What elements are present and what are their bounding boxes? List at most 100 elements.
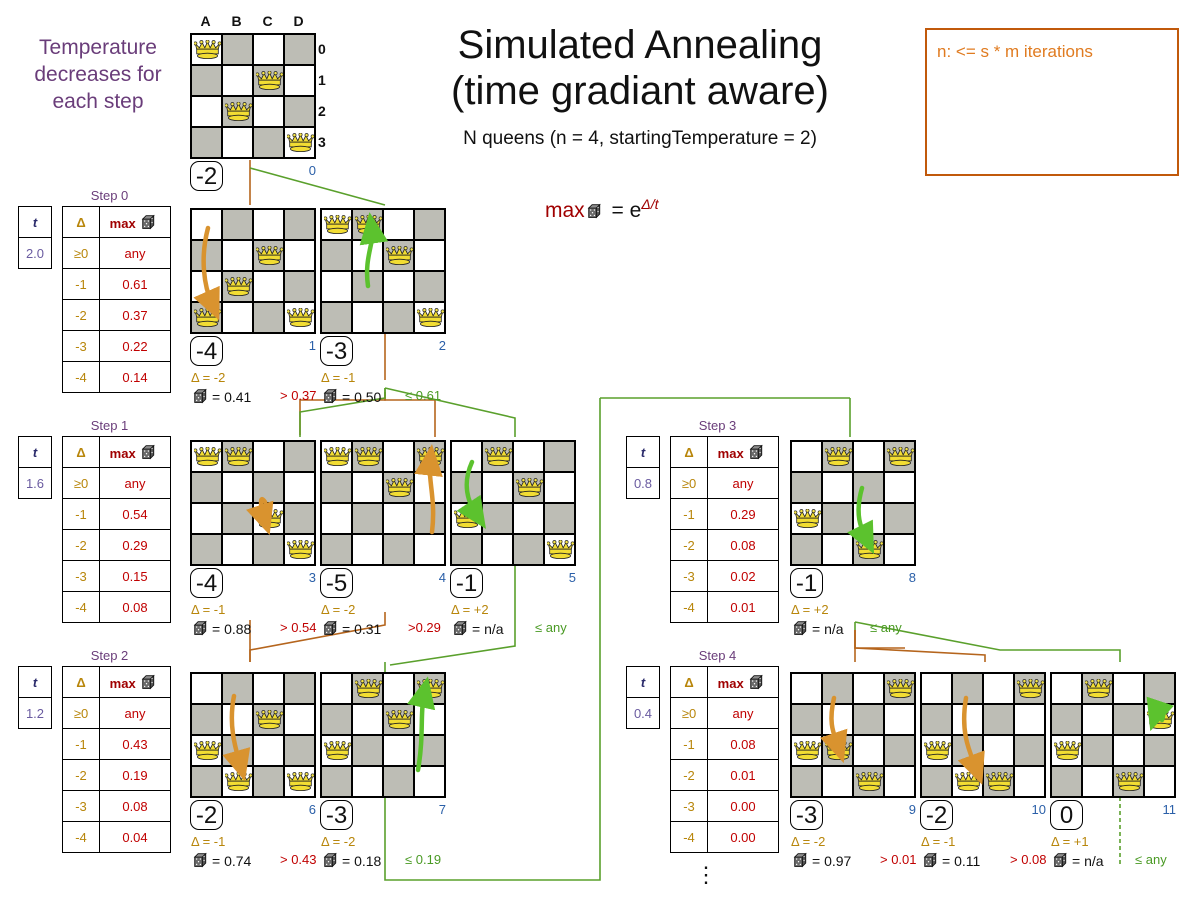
- chessboard[interactable]: [1050, 672, 1176, 798]
- board-cell[interactable]: [283, 64, 315, 96]
- board-cell[interactable]: [413, 471, 445, 503]
- board-cell[interactable]: [951, 734, 983, 766]
- board-cell[interactable]: [351, 502, 383, 534]
- board-cell[interactable]: [382, 239, 414, 271]
- board-cell[interactable]: [190, 208, 222, 240]
- chessboard[interactable]: [320, 208, 446, 334]
- board-cell[interactable]: [413, 734, 445, 766]
- board-cell[interactable]: [320, 270, 352, 302]
- board-cell[interactable]: [283, 502, 315, 534]
- board-cell[interactable]: [221, 208, 253, 240]
- board-0[interactable]: A B C D 0 1 2 3 -2 0: [190, 13, 326, 191]
- board-cell[interactable]: [413, 239, 445, 271]
- board-cell[interactable]: [221, 765, 253, 797]
- board-cell[interactable]: [252, 440, 284, 472]
- board-cell[interactable]: [221, 703, 253, 735]
- board-cell[interactable]: [821, 703, 853, 735]
- board-cell[interactable]: [190, 301, 222, 333]
- board-cell[interactable]: [512, 440, 544, 472]
- board-cell[interactable]: [1081, 734, 1113, 766]
- board-cell[interactable]: [252, 301, 284, 333]
- chessboard[interactable]: [920, 672, 1046, 798]
- board-cell[interactable]: [852, 765, 884, 797]
- board-cell[interactable]: [320, 471, 352, 503]
- board-cell[interactable]: [883, 765, 915, 797]
- board-cell[interactable]: [221, 95, 253, 127]
- board-cell[interactable]: [413, 765, 445, 797]
- chessboard[interactable]: [190, 33, 316, 159]
- board-cell[interactable]: [221, 301, 253, 333]
- board-3[interactable]: -4 3 Δ = -1 = 0.88 > 0.54: [190, 440, 317, 637]
- board-cell[interactable]: [790, 440, 822, 472]
- board-cell[interactable]: [1112, 734, 1144, 766]
- board-cell[interactable]: [790, 672, 822, 704]
- board-cell[interactable]: [283, 33, 315, 65]
- board-cell[interactable]: [252, 533, 284, 565]
- board-cell[interactable]: [252, 64, 284, 96]
- board-cell[interactable]: [543, 471, 575, 503]
- board-cell[interactable]: [450, 502, 482, 534]
- board-cell[interactable]: [1112, 672, 1144, 704]
- board-cell[interactable]: [283, 471, 315, 503]
- board-cell[interactable]: [543, 533, 575, 565]
- board-cell[interactable]: [320, 301, 352, 333]
- board-cell[interactable]: [1013, 765, 1045, 797]
- board-cell[interactable]: [252, 126, 284, 158]
- board-cell[interactable]: [351, 765, 383, 797]
- board-cell[interactable]: [883, 471, 915, 503]
- board-cell[interactable]: [320, 208, 352, 240]
- board-cell[interactable]: [190, 533, 222, 565]
- board-cell[interactable]: [920, 672, 952, 704]
- board-cell[interactable]: [190, 734, 222, 766]
- board-cell[interactable]: [221, 239, 253, 271]
- board-cell[interactable]: [221, 502, 253, 534]
- board-cell[interactable]: [883, 502, 915, 534]
- board-cell[interactable]: [221, 270, 253, 302]
- board-cell[interactable]: [252, 471, 284, 503]
- board-cell[interactable]: [413, 208, 445, 240]
- board-cell[interactable]: [351, 703, 383, 735]
- board-cell[interactable]: [790, 471, 822, 503]
- board-cell[interactable]: [413, 270, 445, 302]
- board-cell[interactable]: [790, 703, 822, 735]
- board-cell[interactable]: [252, 270, 284, 302]
- board-cell[interactable]: [951, 672, 983, 704]
- board-cell[interactable]: [252, 703, 284, 735]
- chessboard[interactable]: [790, 672, 916, 798]
- board-cell[interactable]: [190, 672, 222, 704]
- board-cell[interactable]: [481, 533, 513, 565]
- board-cell[interactable]: [351, 533, 383, 565]
- board-cell[interactable]: [852, 703, 884, 735]
- board-cell[interactable]: [1081, 703, 1113, 735]
- board-cell[interactable]: [920, 734, 952, 766]
- board-cell[interactable]: [512, 471, 544, 503]
- board-cell[interactable]: [190, 270, 222, 302]
- board-cell[interactable]: [852, 471, 884, 503]
- board-cell[interactable]: [382, 703, 414, 735]
- board-cell[interactable]: [982, 672, 1014, 704]
- board-cell[interactable]: [1143, 734, 1175, 766]
- board-cell[interactable]: [190, 239, 222, 271]
- board-cell[interactable]: [413, 440, 445, 472]
- board-cell[interactable]: [1050, 734, 1082, 766]
- board-cell[interactable]: [320, 502, 352, 534]
- board-cell[interactable]: [450, 533, 482, 565]
- board-cell[interactable]: [883, 703, 915, 735]
- board-7[interactable]: -3 7 Δ = -2 = 0.18 ≤ 0.19: [320, 672, 446, 869]
- board-cell[interactable]: [883, 440, 915, 472]
- board-cell[interactable]: [821, 734, 853, 766]
- board-cell[interactable]: [283, 126, 315, 158]
- board-cell[interactable]: [450, 440, 482, 472]
- board-10[interactable]: -2 10 Δ = -1 = 0.11 > 0.08: [920, 672, 1047, 869]
- chessboard[interactable]: [190, 208, 316, 334]
- board-cell[interactable]: [351, 208, 383, 240]
- board-cell[interactable]: [283, 95, 315, 127]
- board-cell[interactable]: [190, 765, 222, 797]
- board-cell[interactable]: [320, 239, 352, 271]
- board-cell[interactable]: [320, 734, 352, 766]
- board-cell[interactable]: [382, 672, 414, 704]
- board-cell[interactable]: [190, 95, 222, 127]
- board-cell[interactable]: [852, 672, 884, 704]
- board-cell[interactable]: [351, 301, 383, 333]
- board-5[interactable]: -1 5 Δ = +2 = n/a ≤ any: [450, 440, 576, 637]
